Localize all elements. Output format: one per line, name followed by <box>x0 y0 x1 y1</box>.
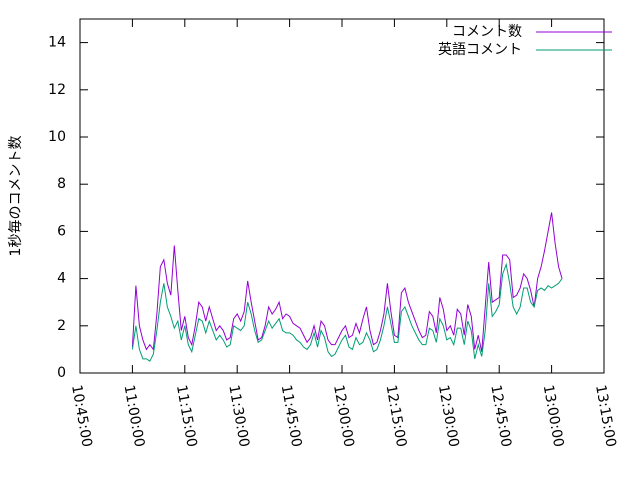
plot-border <box>79 18 605 374</box>
y-tick-label: 6 <box>57 223 66 239</box>
series-line <box>131 212 563 352</box>
series-line <box>131 262 563 362</box>
y-axis-label: 1秒毎のコメント数 <box>8 136 24 257</box>
legend-label: 英語コメント <box>438 41 522 58</box>
y-tick-label: 10 <box>48 129 66 145</box>
y-tick-label: 14 <box>48 35 66 51</box>
y-tick-label: 8 <box>57 176 66 192</box>
y-tick-label: 4 <box>57 271 66 287</box>
y-tick-label: 2 <box>57 318 66 334</box>
y-tick-label: 0 <box>57 365 66 381</box>
legend-label: コメント数 <box>452 24 522 40</box>
y-tick-label: 12 <box>48 82 66 98</box>
